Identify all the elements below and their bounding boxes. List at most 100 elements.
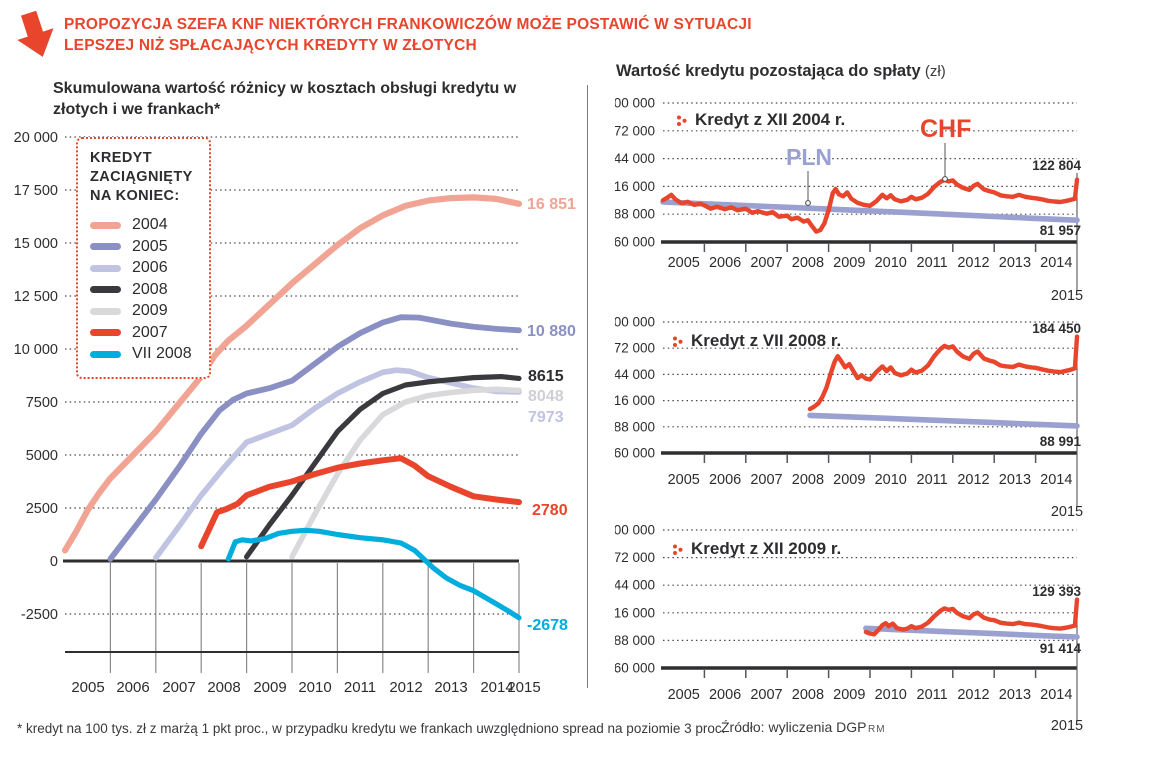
y-tick-label: 144 000	[615, 367, 655, 382]
x-tick-label: 2010	[298, 679, 331, 696]
right-panel-title: Wartość kredytu pozostająca do spłaty (z…	[616, 62, 946, 81]
page-title: PROPOZYCJA SZEFA KNF NIEKTÓRYCH FRANKOWI…	[64, 14, 964, 56]
x-tick-label: 2007	[750, 687, 782, 703]
end-value-label: -2678	[527, 617, 568, 634]
end-value-label: 8615	[528, 368, 564, 385]
x-tick-label: 2015	[507, 679, 540, 696]
y-tick-label: 20 000	[14, 130, 58, 146]
x-tick-label: 2007	[750, 472, 782, 488]
x-tick-label: 2009	[833, 687, 865, 703]
legend-items: 2004 2005 2006 2008 2009 2007 VII 2008	[90, 215, 193, 366]
x-tick-label: 2011	[917, 472, 948, 488]
right-panel-title-unit: (zł)	[920, 63, 946, 80]
y-tick-label: 17 500	[14, 183, 58, 199]
series-line-2005	[107, 314, 522, 562]
x-tick-label: 2010	[875, 687, 907, 703]
x-tick-label: 2011	[917, 687, 948, 703]
x-tick-label: 2005	[668, 255, 700, 271]
end-value-label: 81 957	[1040, 223, 1081, 238]
x-tick-label: 2009	[253, 679, 286, 696]
y-tick-label: 116 000	[615, 605, 655, 620]
y-tick-label: 144 000	[615, 151, 655, 166]
left-chart-title: Skumulowana wartość różnicy w kosztach o…	[53, 80, 517, 118]
legend-item-label: VII 2008	[132, 345, 192, 363]
y-tick-label: 10 000	[14, 342, 58, 358]
end-value-label: 91 414	[1040, 641, 1082, 656]
series-line-pln	[863, 625, 1080, 640]
y-tick-label: 88 000	[615, 419, 655, 434]
left-cumulative-difference-chart: 20 000 17 500 15 000 12 500 10 000 7500 5000 25…	[14, 130, 576, 696]
x-tick-label: 2014	[1040, 472, 1072, 488]
series-line-2008	[244, 374, 522, 560]
legend-item: 2008	[90, 279, 193, 301]
legend-item: VII 2008	[90, 344, 193, 366]
end-value-label: 122 804	[1032, 158, 1081, 173]
annotation-pointer-dot	[805, 200, 811, 206]
series-line-chf	[863, 597, 1080, 637]
annotation-pointer-dot	[942, 176, 948, 182]
legend-title: KREDYT ZACIĄGNIĘTY NA KONIEC:	[90, 150, 193, 204]
y-tick-label: 12 500	[14, 289, 58, 305]
x-tick-label: 2007	[162, 679, 195, 696]
series-line-chf	[807, 334, 1080, 412]
end-value-label: 129 393	[1032, 584, 1081, 599]
y-tick-label: 7500	[26, 395, 58, 411]
y-tick-label: 5000	[26, 448, 58, 464]
legend-item-label: 2008	[132, 280, 168, 298]
series-line-2007	[198, 455, 522, 550]
chart-loan-vii-2008: 200 000 172 000 144 000 116 000 88 000 60 000…	[615, 315, 1083, 521]
x-tick-label: 2014	[1040, 255, 1072, 271]
series-annotation-chf: CHF	[920, 115, 971, 143]
y-tick-label: -2500	[21, 607, 58, 623]
red-dots-icon	[677, 115, 687, 126]
chart-loan-xii-2004: 200 000 172 000 144 000 116 000 88 000 60 000…	[615, 96, 1083, 305]
y-tick-label: 172 000	[615, 123, 655, 138]
end-value-label: 184 450	[1032, 321, 1081, 336]
legend-item: 2004	[90, 215, 193, 237]
legend-item-label: 2006	[132, 259, 168, 277]
x-tick-label: 2014	[1040, 687, 1072, 703]
right-panel-title-text: Wartość kredytu pozostająca do spłaty	[616, 62, 921, 80]
x-tick-label: 2006	[709, 255, 741, 271]
y-tick-label: 144 000	[615, 578, 655, 593]
panel-divider	[587, 85, 588, 688]
series-line-2009	[289, 386, 522, 560]
x-tick-label: 2011	[917, 255, 948, 271]
end-value-label: 16 851	[527, 196, 576, 213]
y-tick-label: 15 000	[14, 236, 58, 252]
x-tick-label: 2007	[750, 255, 782, 271]
series-line-pln	[660, 199, 1080, 223]
legend-swatch-icon	[90, 221, 121, 229]
chart-title-text: Kredyt z XII 2004 r.	[695, 110, 846, 129]
legend-item-label: 2009	[132, 302, 168, 320]
x-tick-label: 2009	[833, 472, 865, 488]
y-tick-label: 60 000	[615, 661, 655, 676]
legend-swatch-icon	[90, 307, 121, 315]
y-tick-label: 172 000	[615, 341, 655, 356]
chart-loan-xii-2009: 200 000 172 000 144 000 116 000 88 000 60 000…	[615, 523, 1083, 735]
chart-title-text: Kredyt z XII 2009 r.	[691, 539, 842, 558]
x-tick-label: 2013	[999, 255, 1031, 271]
legend-swatch-icon	[90, 329, 121, 337]
end-value-label: 8048	[528, 388, 564, 405]
legend-item: 2005	[90, 236, 193, 258]
x-tick-label: 2012	[389, 679, 422, 696]
credit-label: RM	[868, 724, 886, 735]
y-tick-label: 60 000	[615, 235, 655, 250]
legend-item-label: 2004	[132, 216, 168, 234]
y-tick-label: 88 000	[615, 207, 655, 222]
x-tick-label: 2013	[999, 687, 1031, 703]
series-line-2006	[153, 367, 522, 561]
x-tick-label: 2008	[207, 679, 240, 696]
series-line-vii-2008	[225, 527, 522, 621]
x-tick-label: 2008	[792, 472, 824, 488]
end-value-label: 7973	[528, 409, 564, 426]
chart-title-vii-2008: Kredyt z VII 2008 r.	[672, 331, 841, 351]
legend-swatch-icon	[90, 264, 121, 272]
source-label: Źródło: wyliczenia DGP	[721, 719, 867, 735]
y-tick-label: 116 000	[615, 179, 655, 194]
x-tick-label: 2009	[833, 255, 865, 271]
x-tick-label: 2005	[71, 679, 104, 696]
x-tick-label: 2015	[1051, 504, 1083, 520]
